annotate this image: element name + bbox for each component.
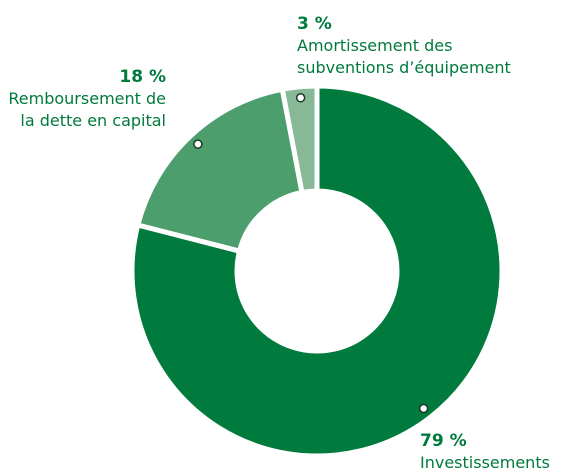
- slice: [129, 83, 505, 459]
- label: 3 % Amortissement des subventions d’équi…: [297, 13, 547, 79]
- label: 79 % Investissements: [420, 430, 550, 474]
- value-label: 18 %: [119, 67, 166, 87]
- marker: [418, 403, 429, 414]
- category-label: Investissements: [420, 453, 550, 472]
- slice: [134, 86, 305, 255]
- value-label: 79 %: [420, 431, 467, 451]
- slice: [279, 83, 320, 196]
- category-label: Remboursement de la dette en capital: [8, 89, 166, 130]
- marker: [193, 139, 203, 149]
- category-label: Amortissement des subventions d’équipeme…: [297, 36, 511, 77]
- marker: [295, 93, 306, 103]
- label: 18 % Remboursement de la dette en capita…: [0, 66, 166, 132]
- value-label: 3 %: [297, 14, 332, 34]
